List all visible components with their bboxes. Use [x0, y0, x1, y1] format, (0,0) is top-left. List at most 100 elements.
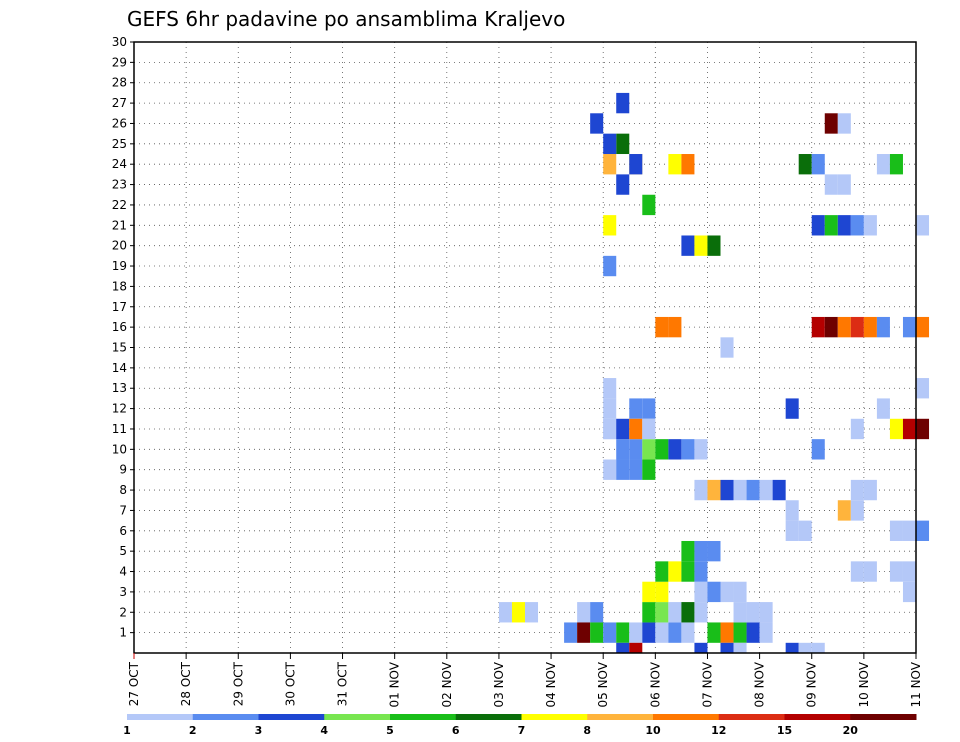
- legend-tick-label: 20: [843, 724, 859, 737]
- y-tick-label: 21: [112, 218, 127, 232]
- y-tick-label: 9: [119, 463, 127, 477]
- heatmap-cell: [616, 133, 630, 155]
- heatmap-cell: [837, 174, 851, 195]
- heatmap-cell: [642, 398, 656, 419]
- y-tick-label: 14: [112, 361, 127, 375]
- heatmap-cell: [746, 479, 760, 501]
- heatmap-cell: [837, 215, 851, 236]
- heatmap-cell: [850, 561, 864, 582]
- y-tick-label: 8: [119, 483, 127, 497]
- heatmap-cell: [759, 622, 773, 643]
- heatmap-cell: [733, 581, 747, 603]
- heatmap-cell: [902, 316, 916, 338]
- legend-swatch: [258, 714, 325, 720]
- legend-swatch: [784, 714, 851, 720]
- heatmap-cell: [511, 602, 525, 623]
- heatmap-cell: [681, 561, 695, 582]
- y-tick-label: 22: [112, 198, 127, 212]
- legend-tick-label: 6: [452, 724, 460, 737]
- heatmap-cell: [850, 316, 864, 338]
- y-tick-label: 12: [112, 402, 127, 416]
- y-tick-label: 5: [119, 544, 127, 558]
- heatmap-cell: [811, 154, 825, 175]
- y-tick-label: 10: [112, 442, 127, 456]
- heatmap-cell: [798, 642, 812, 653]
- heatmap-cell: [642, 459, 656, 480]
- heatmap-cell: [694, 561, 708, 582]
- y-tick-label: 3: [119, 585, 127, 599]
- heatmap-cell: [681, 602, 695, 623]
- heatmap-cell: [733, 479, 747, 501]
- heatmap-cell: [629, 642, 643, 653]
- legend-tick-label: 3: [255, 724, 263, 737]
- x-tick-label: 11 NOV: [909, 661, 923, 707]
- heatmap-cell: [863, 479, 877, 501]
- heatmap-cell: [707, 581, 721, 603]
- heatmap-cell: [759, 602, 773, 623]
- y-tick-label: 19: [112, 259, 127, 273]
- heatmap-cell: [916, 215, 930, 236]
- heatmap-cell: [694, 642, 708, 653]
- heatmap-cell: [707, 235, 721, 256]
- y-tick-label: 1: [119, 626, 127, 640]
- color-legend: 1 2 3 4 5 6 7 8 10 12 15 20: [123, 714, 917, 737]
- heatmap-cell: [902, 581, 916, 603]
- heatmap-cell: [603, 133, 617, 155]
- heatmap-cell: [629, 439, 643, 460]
- heatmap-cell: [655, 439, 669, 460]
- heatmap-cell: [668, 154, 682, 175]
- heatmap-cell: [850, 215, 864, 236]
- x-tick-label: 28 OCT: [179, 661, 193, 706]
- heatmap-cell: [668, 622, 682, 643]
- x-tick-label: 27 OCT: [127, 661, 141, 706]
- heatmap-cell: [824, 316, 838, 338]
- heatmap-cell: [733, 622, 747, 643]
- legend-swatch: [455, 714, 522, 720]
- y-tick-label: 24: [112, 157, 127, 171]
- y-tick-label: 30: [112, 35, 127, 49]
- heatmap-cell: [746, 602, 760, 623]
- heatmap-cell: [642, 439, 656, 460]
- heatmap-cell: [720, 479, 734, 501]
- y-tick-label: 16: [112, 320, 127, 334]
- heatmap-cell: [850, 418, 864, 440]
- y-tick-label: 27: [112, 96, 127, 110]
- heatmap-cell: [785, 520, 799, 541]
- y-tick-label: 20: [112, 239, 127, 253]
- heatmap-cell: [850, 500, 864, 521]
- legend-tick-label: 5: [386, 724, 394, 737]
- heatmap-cell: [629, 459, 643, 480]
- heatmap-cell: [655, 581, 669, 603]
- heatmap-cell: [603, 418, 617, 440]
- heatmap-cell: [681, 439, 695, 460]
- legend-tick-label: 7: [518, 724, 526, 737]
- heatmap-cell: [837, 316, 851, 338]
- x-tick-label: 10 NOV: [857, 661, 871, 707]
- heatmap-cell: [837, 500, 851, 521]
- heatmap-cell: [759, 479, 773, 501]
- heatmap-cell: [876, 154, 890, 175]
- heatmap-cell: [590, 622, 604, 643]
- legend-tick-label: 4: [320, 724, 328, 737]
- heatmap-cell: [811, 642, 825, 653]
- x-tick-label: 08 NOV: [753, 661, 767, 707]
- heatmap-cell: [916, 520, 930, 541]
- heatmap-cell: [902, 520, 916, 541]
- heatmap-cell: [694, 602, 708, 623]
- heatmap-cell: [616, 92, 630, 114]
- heatmap-cell: [629, 622, 643, 643]
- x-tick-label: 30 OCT: [283, 661, 297, 706]
- x-tick-label: 29 OCT: [231, 661, 245, 706]
- heatmap-cell: [863, 316, 877, 338]
- legend-swatch: [390, 714, 457, 720]
- heatmap-cell: [642, 418, 656, 440]
- heatmap-cell: [824, 113, 838, 134]
- heatmap-cell: [642, 602, 656, 623]
- heatmap-cell: [681, 154, 695, 175]
- heatmap-cell: [642, 581, 656, 603]
- legend-tick-label: 12: [711, 724, 726, 737]
- heatmap-cell: [603, 154, 617, 175]
- heatmap-cell: [824, 174, 838, 195]
- legend-swatch: [127, 714, 194, 720]
